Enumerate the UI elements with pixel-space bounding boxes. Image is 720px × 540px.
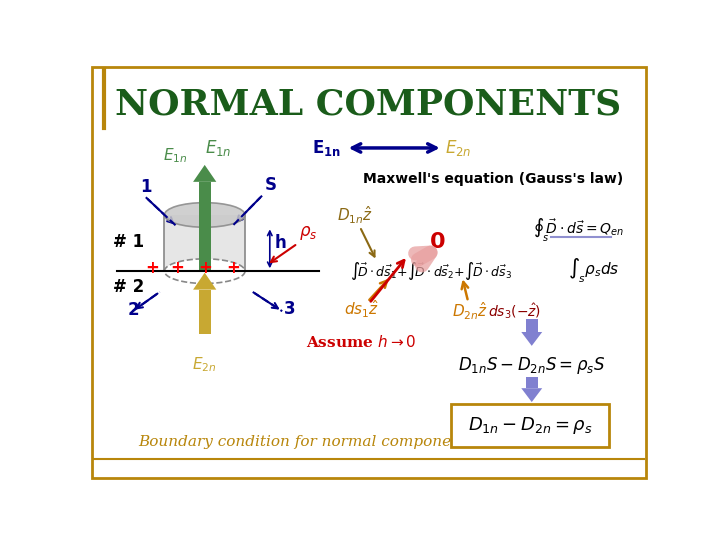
Text: $ds_1\hat{z}$: $ds_1\hat{z}$	[343, 299, 379, 320]
Text: 3: 3	[284, 300, 295, 318]
Text: $E_{2n}$: $E_{2n}$	[445, 138, 472, 158]
Ellipse shape	[164, 259, 245, 284]
Text: $\mathbf{E_{1n}}$: $\mathbf{E_{1n}}$	[312, 138, 341, 158]
FancyBboxPatch shape	[451, 403, 609, 447]
Text: +: +	[170, 259, 184, 277]
Bar	[199, 182, 211, 271]
Text: NORMAL COMPONENTS: NORMAL COMPONENTS	[114, 88, 621, 122]
Text: # 1: # 1	[113, 233, 145, 251]
Polygon shape	[521, 388, 542, 402]
Bar	[526, 319, 538, 332]
Text: $D_{1n} - D_{2n} = \rho_s$: $D_{1n} - D_{2n} = \rho_s$	[468, 415, 593, 436]
Text: +: +	[145, 259, 159, 277]
Polygon shape	[193, 273, 216, 289]
Text: S: S	[264, 176, 276, 194]
Text: $\int_s \rho_s ds$: $\int_s \rho_s ds$	[568, 257, 619, 286]
Polygon shape	[193, 165, 216, 182]
Bar	[199, 289, 211, 334]
Text: $D_{1n}\hat{z}$: $D_{1n}\hat{z}$	[337, 204, 373, 226]
Text: 1: 1	[140, 178, 152, 196]
Polygon shape	[521, 332, 542, 346]
Text: Assume $h \rightarrow 0$: Assume $h \rightarrow 0$	[306, 334, 416, 350]
FancyBboxPatch shape	[92, 67, 646, 478]
Ellipse shape	[164, 202, 245, 227]
Text: $\oint_s\!\vec{D}\cdot d\vec{s} = Q_{en}$: $\oint_s\!\vec{D}\cdot d\vec{s} = Q_{en}…	[533, 217, 624, 244]
Text: $E_{1n}$: $E_{1n}$	[163, 146, 187, 165]
Text: $\int\!\vec{D}\cdot d\vec{s}_1\!+\!\int\!\vec{D}\cdot d\vec{s}_2\!+\!\int\!\vec{: $\int\!\vec{D}\cdot d\vec{s}_1\!+\!\int\…	[350, 260, 512, 282]
Text: $D_{2n}\hat{z}$: $D_{2n}\hat{z}$	[451, 300, 487, 322]
Text: +: +	[198, 259, 212, 277]
Text: $ds_3(-\hat{z})$: $ds_3(-\hat{z})$	[488, 301, 541, 321]
Text: $\mathbf{0}$: $\mathbf{0}$	[429, 232, 446, 252]
Text: $E_{2n}$: $E_{2n}$	[192, 356, 217, 374]
FancyArrowPatch shape	[415, 253, 431, 266]
Text: $D_{1n}S-D_{2n}S=\rho_s S$: $D_{1n}S-D_{2n}S=\rho_s S$	[458, 355, 606, 376]
Text: 2: 2	[127, 301, 139, 319]
Text: $\rho_s$: $\rho_s$	[300, 224, 318, 242]
Text: h: h	[274, 234, 287, 252]
Text: Boundary condition for normal components: Boundary condition for normal components	[138, 435, 475, 449]
Text: Maxwell's equation (Gauss's law): Maxwell's equation (Gauss's law)	[363, 172, 623, 186]
Bar	[526, 377, 538, 388]
Text: +: +	[226, 259, 240, 277]
Text: # 2: # 2	[113, 278, 145, 296]
Bar	[164, 215, 245, 271]
Text: $E_{1n}$: $E_{1n}$	[204, 138, 231, 158]
